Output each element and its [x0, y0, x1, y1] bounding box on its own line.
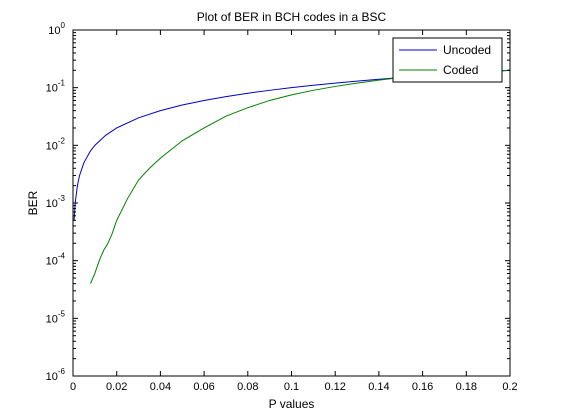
x-tick-label: 0.2 [502, 381, 517, 393]
x-tick-label: 0.18 [456, 381, 477, 393]
y-tick-exponent: -4 [58, 252, 66, 261]
x-tick-label: 0.1 [284, 381, 299, 393]
y-tick-base: 10 [46, 256, 58, 268]
y-tick-label: 10-6 [46, 367, 66, 383]
y-tick-base: 10 [48, 25, 60, 37]
y-tick-label: 10-3 [46, 194, 66, 210]
y-tick-label: 10-2 [46, 136, 66, 152]
x-tick-label: 0 [70, 381, 76, 393]
x-tick-label: 0.04 [150, 381, 171, 393]
x-tick-label: 0.02 [106, 381, 127, 393]
x-tick-label: 0.08 [237, 381, 258, 393]
x-tick-label: 0.06 [193, 381, 214, 393]
y-tick-label: 10-5 [46, 309, 66, 325]
legend: Uncoded Coded [392, 37, 503, 83]
y-axis-label: BER [26, 190, 40, 215]
y-tick-exponent: -3 [58, 194, 66, 203]
legend-box [392, 37, 503, 83]
x-tick-label: 0.12 [324, 381, 345, 393]
y-tick-base: 10 [46, 313, 58, 325]
y-tick-label: 10-4 [46, 252, 66, 268]
y-tick-base: 10 [46, 140, 58, 152]
y-tick-label: 100 [48, 21, 65, 37]
y-tick-label: 10-1 [46, 79, 66, 95]
y-tick-base: 10 [46, 371, 58, 383]
x-tick-label: 0.16 [412, 381, 433, 393]
y-tick-exponent: -5 [58, 309, 66, 318]
x-axis-label: P values [269, 397, 315, 411]
tick-layer: 0 0.02 0.04 0.06 0.08 0.1 0.12 0.14 0.16 0.18 0.2 1… [46, 21, 518, 393]
y-tick-exponent: -2 [58, 136, 66, 145]
y-tick-exponent: -1 [58, 79, 66, 88]
y-tick-base: 10 [46, 198, 58, 210]
y-tick-base: 10 [46, 83, 58, 95]
chart-title: Plot of BER in BCH codes in a BSC [197, 10, 387, 24]
legend-label: Uncoded [443, 43, 491, 57]
y-tick-exponent: -6 [58, 367, 66, 376]
y-tick-exponent: 0 [61, 21, 66, 30]
x-tick-label: 0.14 [368, 381, 389, 393]
legend-label: Coded [443, 63, 478, 77]
